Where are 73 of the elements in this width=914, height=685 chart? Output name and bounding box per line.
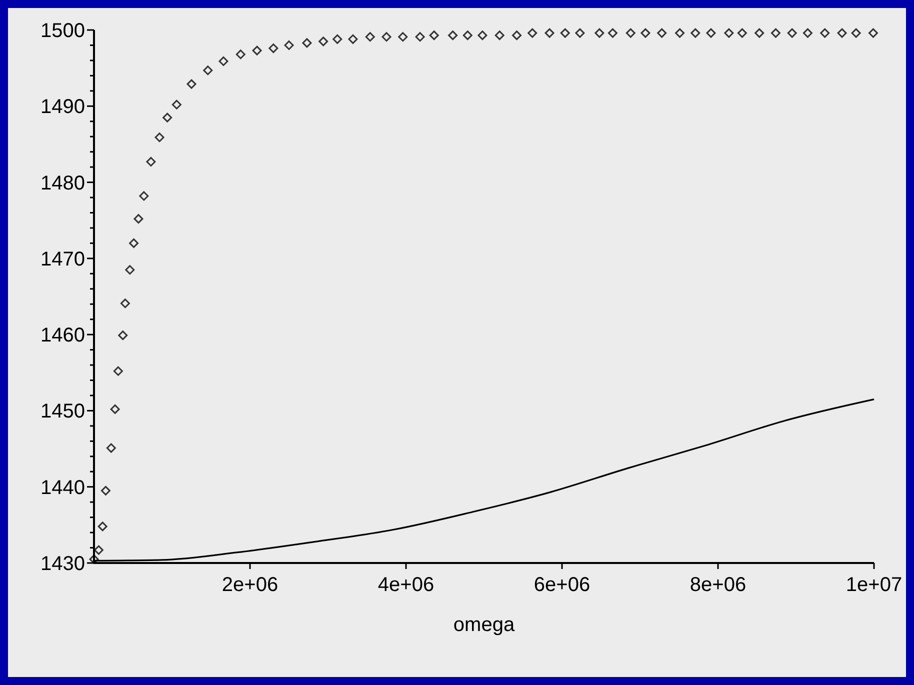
point <box>754 28 764 38</box>
point <box>724 28 734 38</box>
point <box>690 28 700 38</box>
point <box>118 330 128 340</box>
point <box>560 28 570 38</box>
point <box>382 32 392 42</box>
point <box>837 28 847 38</box>
y-tick-label: 1500 <box>40 20 85 42</box>
point <box>657 28 667 38</box>
point <box>512 30 522 40</box>
point <box>162 112 172 122</box>
x-tick-label: 4e+06 <box>378 574 434 596</box>
point <box>706 28 716 38</box>
point <box>448 30 458 40</box>
point <box>640 28 650 38</box>
point <box>139 191 149 201</box>
y-tick-label: 1460 <box>40 324 85 347</box>
point <box>348 34 358 44</box>
point <box>268 44 278 54</box>
y-tick-label: 1490 <box>40 96 85 118</box>
x-tick-label: 8e+06 <box>690 574 746 596</box>
y-tick-label: 1450 <box>40 400 85 423</box>
point <box>770 28 780 38</box>
point <box>100 486 110 496</box>
x-axis-title: omega <box>453 614 516 636</box>
point <box>675 28 685 38</box>
point <box>626 28 636 38</box>
point <box>851 28 861 38</box>
point <box>134 214 144 224</box>
point <box>186 79 196 89</box>
x-tick-label: 6e+06 <box>534 574 590 596</box>
point <box>462 30 472 40</box>
point <box>528 28 538 38</box>
point <box>544 28 554 38</box>
y-tick-label: 1480 <box>40 172 85 194</box>
point <box>129 238 139 248</box>
point <box>236 50 246 60</box>
x-tick-label: 2e+06 <box>222 574 278 596</box>
point <box>318 36 328 46</box>
point <box>415 32 425 42</box>
point <box>146 156 156 166</box>
point <box>113 366 123 376</box>
point <box>110 404 120 414</box>
point <box>478 30 488 40</box>
point <box>120 298 130 308</box>
point <box>820 28 830 38</box>
point <box>608 28 618 38</box>
point <box>98 522 108 532</box>
x-tick-label: 1e+07 <box>846 574 902 596</box>
point <box>737 28 747 38</box>
point <box>575 28 585 38</box>
point <box>429 30 439 40</box>
point <box>218 56 228 66</box>
point <box>802 28 812 38</box>
point <box>332 34 342 44</box>
point <box>302 38 312 48</box>
point <box>172 100 182 110</box>
point <box>154 132 164 142</box>
point <box>252 46 262 56</box>
point <box>868 28 878 38</box>
y-tick-label: 1430 <box>40 553 85 575</box>
point <box>594 28 604 38</box>
point <box>494 30 504 40</box>
point <box>106 443 116 453</box>
y-tick-label: 1440 <box>40 476 85 499</box>
point <box>94 545 104 555</box>
point <box>125 265 135 275</box>
point <box>398 32 408 42</box>
y-tick-label: 1470 <box>40 248 85 270</box>
point <box>203 66 213 76</box>
point <box>284 40 294 50</box>
point <box>365 32 375 42</box>
point <box>787 28 797 38</box>
